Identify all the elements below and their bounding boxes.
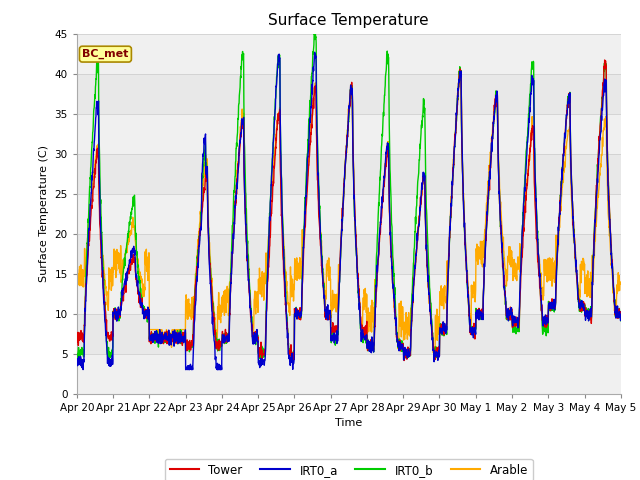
Tower <box>601 57 609 63</box>
Tower <box>258 359 266 364</box>
IRT0_a <box>570 214 577 220</box>
IRT0_a <box>79 367 87 372</box>
Tower <box>584 308 592 314</box>
Tower <box>365 343 372 349</box>
Bar <box>77 234 621 274</box>
Line: Arable: Arable <box>77 70 621 356</box>
IRT0_b <box>584 306 592 312</box>
IRT0_a <box>365 344 372 349</box>
Arable <box>617 281 625 287</box>
IRT0_a <box>225 337 232 343</box>
Y-axis label: Surface Temperature (C): Surface Temperature (C) <box>39 145 49 282</box>
IRT0_b <box>310 31 318 36</box>
X-axis label: Time: Time <box>335 418 362 428</box>
IRT0_a <box>617 312 625 317</box>
Arable <box>376 222 384 228</box>
IRT0_b <box>289 358 297 364</box>
IRT0_a <box>311 49 319 55</box>
IRT0_b <box>508 312 515 318</box>
Bar <box>77 154 621 193</box>
Arable <box>508 264 515 270</box>
Tower <box>507 317 515 323</box>
Tower <box>617 309 625 315</box>
IRT0_b <box>617 318 625 324</box>
IRT0_b <box>225 338 232 344</box>
Bar <box>77 313 621 354</box>
Tower <box>73 338 81 344</box>
IRT0_b <box>73 355 81 360</box>
Text: BC_met: BC_met <box>82 49 129 59</box>
Arable <box>456 67 463 73</box>
Line: IRT0_b: IRT0_b <box>77 34 621 361</box>
Arable <box>430 353 438 359</box>
Tower <box>376 230 384 236</box>
IRT0_b <box>377 166 385 171</box>
Arable <box>225 313 232 319</box>
Tower <box>569 207 577 213</box>
Arable <box>570 226 577 231</box>
IRT0_a <box>73 363 81 369</box>
Arable <box>365 305 372 311</box>
IRT0_b <box>570 217 577 223</box>
Bar <box>77 73 621 114</box>
Arable <box>73 284 81 289</box>
Title: Surface Temperature: Surface Temperature <box>269 13 429 28</box>
IRT0_b <box>365 346 372 352</box>
IRT0_a <box>377 220 385 226</box>
Line: IRT0_a: IRT0_a <box>77 52 621 370</box>
Tower <box>225 334 232 340</box>
Line: Tower: Tower <box>77 60 621 361</box>
IRT0_a <box>584 310 592 315</box>
IRT0_a <box>508 312 515 318</box>
Arable <box>584 289 592 295</box>
Legend: Tower, IRT0_a, IRT0_b, Arable: Tower, IRT0_a, IRT0_b, Arable <box>164 459 533 480</box>
